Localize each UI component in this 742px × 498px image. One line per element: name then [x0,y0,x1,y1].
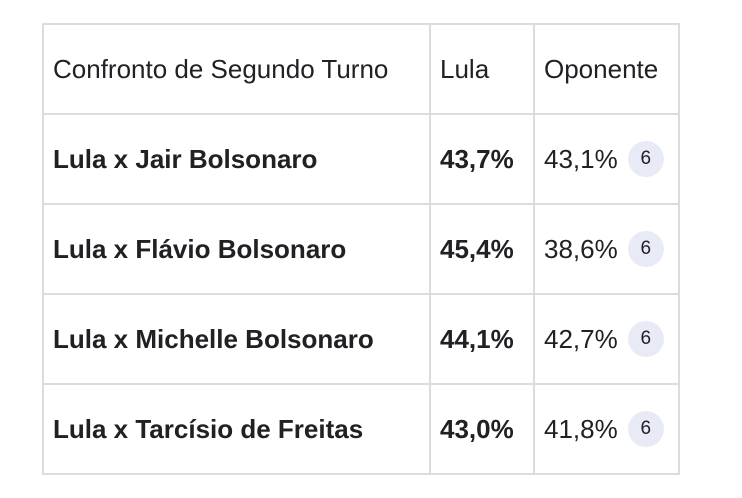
matchup-cell: Lula x Flávio Bolsonaro [42,203,431,295]
lula-percent-cell: 43,0% [429,383,535,475]
opponent-percent-value: 43,1% [544,143,618,174]
opponent-percent-value: 38,6% [544,233,618,264]
source-citation-badge[interactable]: 6 [627,411,664,447]
source-citation-badge[interactable]: 6 [627,321,664,357]
table-header-row: Confronto de Segundo Turno Lula Oponente [42,23,680,115]
table-row: Lula x Jair Bolsonaro 43,7% 43,1% 6 [42,113,680,205]
opponent-percent-cell: 38,6% 6 [533,203,680,295]
lula-percent-cell: 44,1% [429,293,535,385]
table-row: Lula x Michelle Bolsonaro 44,1% 42,7% 6 [42,293,680,385]
matchup-cell: Lula x Michelle Bolsonaro [42,293,431,385]
lula-percent-cell: 43,7% [429,113,535,205]
table-row: Lula x Flávio Bolsonaro 45,4% 38,6% 6 [42,203,680,295]
opponent-percent-value: 41,8% [544,413,618,444]
source-citation-badge[interactable]: 6 [627,231,664,267]
results-table: Confronto de Segundo Turno Lula Oponente… [42,23,680,475]
opponent-percent-value: 42,7% [544,323,618,354]
source-citation-badge[interactable]: 6 [627,141,664,177]
table-row: Lula x Tarcísio de Freitas 43,0% 41,8% 6 [42,383,680,475]
matchup-cell: Lula x Tarcísio de Freitas [42,383,431,475]
column-header-matchup: Confronto de Segundo Turno [42,23,431,115]
opponent-percent-cell: 43,1% 6 [533,113,680,205]
opponent-percent-cell: 41,8% 6 [533,383,680,475]
lula-percent-cell: 45,4% [429,203,535,295]
column-header-opponent: Oponente [533,23,680,115]
opponent-percent-cell: 42,7% 6 [533,293,680,385]
matchup-cell: Lula x Jair Bolsonaro [42,113,431,205]
column-header-lula: Lula [429,23,535,115]
